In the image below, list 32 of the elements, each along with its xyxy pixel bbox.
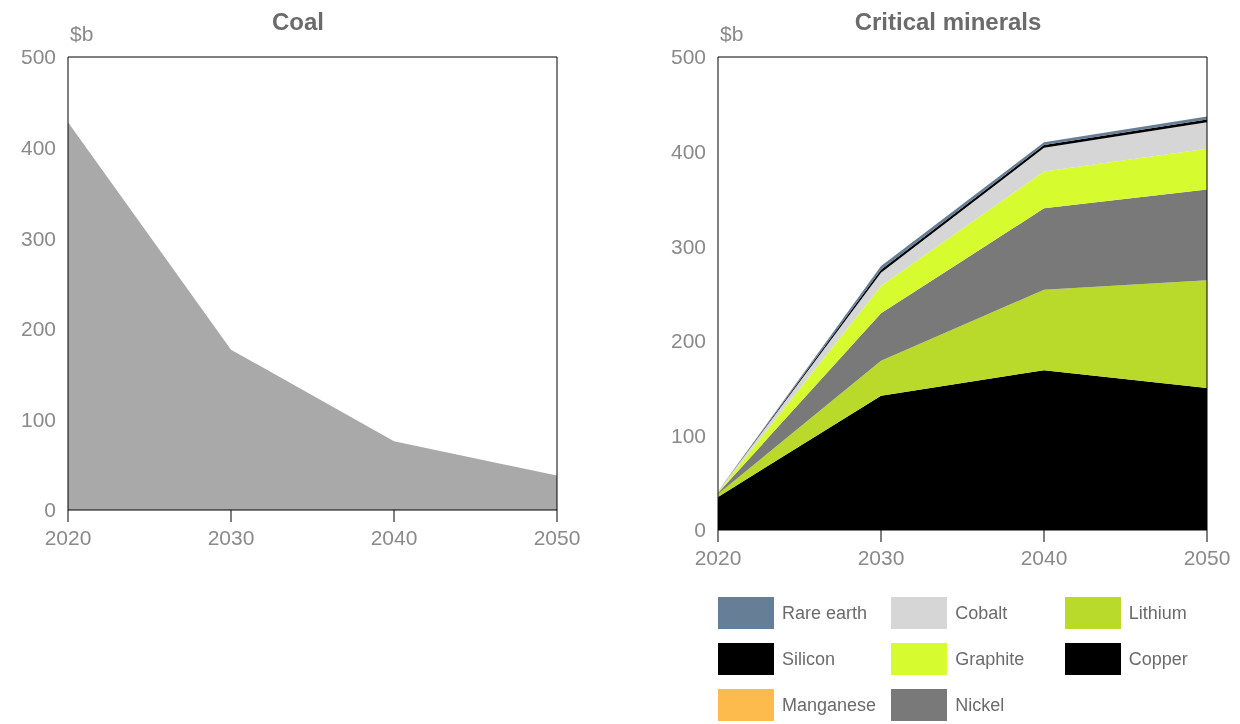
legend-label: Graphite [955, 648, 1025, 670]
y-axis-title: $b [70, 22, 94, 46]
x-tick-label: 2050 [1183, 545, 1231, 569]
legend-label: Silicon [782, 648, 836, 670]
chart-title: Coal [271, 8, 324, 35]
x-tick-label: 2030 [207, 525, 255, 549]
chart-title: Critical minerals [854, 8, 1042, 35]
y-tick-label: 100 [670, 423, 706, 447]
legend-label: Cobalt [955, 602, 1008, 624]
x-tick-label: 2050 [533, 525, 581, 549]
y-tick-label: 300 [20, 226, 56, 250]
x-tick-label: 2040 [370, 525, 418, 549]
y-axis-title: $b [720, 22, 744, 46]
x-tick-label: 2020 [694, 545, 742, 569]
y-tick-label: 400 [670, 140, 706, 164]
y-tick-label: 0 [44, 498, 56, 522]
y-tick-label: 200 [670, 329, 706, 353]
y-tick-label: 500 [20, 45, 56, 69]
x-tick-label: 2040 [1020, 545, 1068, 569]
x-tick-label: 2020 [44, 525, 92, 549]
x-tick-label: 2030 [857, 545, 905, 569]
legend-label: Manganese [782, 694, 877, 716]
legend-label: Lithium [1128, 602, 1187, 624]
y-tick-label: 400 [20, 136, 56, 160]
y-tick-label: 100 [20, 407, 56, 431]
legend-label: Nickel [955, 694, 1005, 716]
y-tick-label: 300 [670, 234, 706, 258]
legend-label: Copper [1128, 648, 1188, 670]
y-tick-label: 200 [20, 317, 56, 341]
y-tick-label: 500 [670, 45, 706, 69]
legend-label: Rare earth [782, 602, 868, 624]
y-tick-label: 0 [694, 518, 706, 542]
